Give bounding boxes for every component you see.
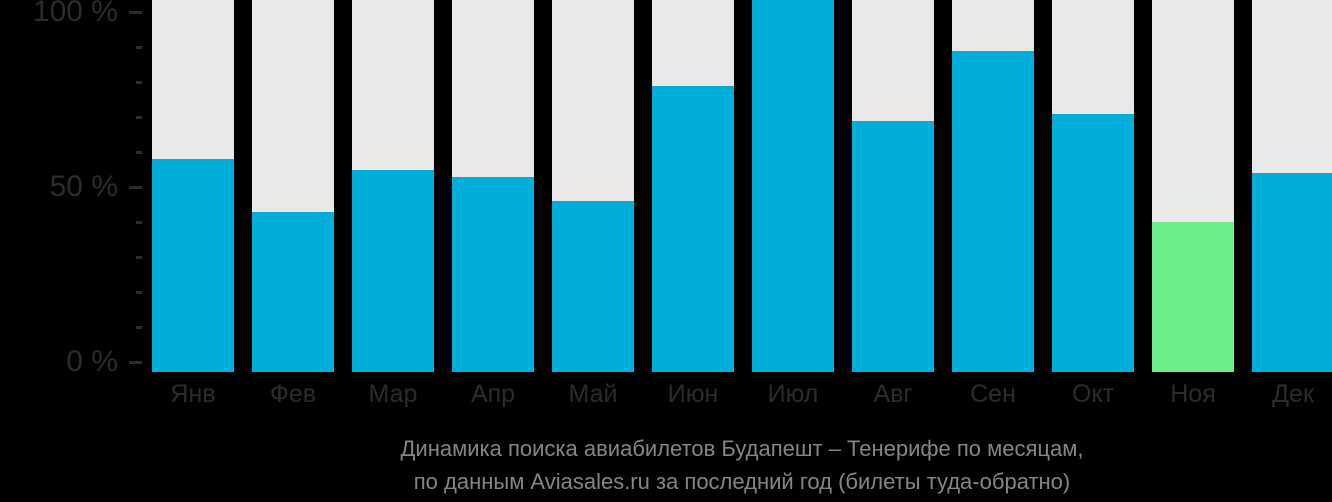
bar-group	[252, 0, 334, 372]
bar-group	[752, 0, 834, 372]
chart-title-line1: Динамика поиска авиабилетов Будапешт – Т…	[400, 436, 1084, 461]
bar-group	[352, 0, 434, 372]
bar-group	[952, 0, 1034, 372]
y-tick-label: 100 %	[32, 0, 118, 28]
y-tick-mark-major	[129, 10, 142, 14]
x-tick-label: Ноя	[1170, 380, 1216, 408]
x-tick-label: Мар	[368, 380, 418, 408]
bar-group	[1252, 0, 1332, 372]
bar-group	[1052, 0, 1134, 372]
y-tick-mark-minor	[136, 80, 142, 84]
x-tick-label: Май	[568, 380, 618, 408]
x-tick-label: Окт	[1071, 380, 1115, 408]
x-tick-label: Фев	[269, 380, 317, 408]
y-tick-mark-minor	[136, 220, 142, 224]
bar-fill	[152, 159, 234, 372]
y-tick-mark-major	[129, 360, 142, 364]
bar-fill	[1052, 113, 1134, 372]
bar-group	[852, 0, 934, 372]
bar-fill	[1152, 222, 1234, 372]
bar-fill	[452, 176, 534, 372]
x-tick-label: Сен	[970, 380, 1016, 408]
y-tick-mark-minor	[136, 255, 142, 259]
bar-fill	[352, 169, 434, 372]
bar-fill	[852, 120, 934, 372]
bar-group	[452, 0, 534, 372]
y-tick-mark-major	[129, 185, 142, 189]
bar-group	[552, 0, 634, 372]
y-tick-mark-minor	[136, 290, 142, 294]
bar-fill	[652, 85, 734, 372]
bar-group	[152, 0, 234, 372]
y-tick-mark-minor	[136, 325, 142, 329]
x-tick-label: Июл	[767, 380, 819, 408]
chart-title-line2: по данным Aviasales.ru за последний год …	[413, 469, 1071, 494]
bar-fill	[552, 201, 634, 372]
x-tick-label: Июн	[667, 380, 719, 408]
bar-fill	[752, 0, 834, 372]
y-tick-mark-minor	[136, 115, 142, 119]
bar-group	[1152, 0, 1234, 372]
bar-fill	[252, 211, 334, 372]
x-tick-label: Апр	[470, 380, 516, 408]
plot-area: 0 % 50 % 100 %	[32, 0, 1332, 378]
y-tick-label: 0 %	[66, 345, 118, 378]
y-tick-label: 50 %	[49, 170, 118, 203]
y-tick-mark-minor	[136, 150, 142, 154]
chart-caption: Динамика поиска авиабилетов Будапешт – Т…	[152, 432, 1332, 498]
x-tick-label: Янв	[170, 380, 216, 408]
bar-group	[652, 0, 734, 372]
x-tick-label: Дек	[1272, 380, 1314, 408]
bar-fill	[1252, 173, 1332, 372]
bar-fill	[952, 50, 1034, 372]
x-tick-label: Авг	[873, 380, 913, 408]
y-tick-mark-minor	[136, 45, 142, 49]
